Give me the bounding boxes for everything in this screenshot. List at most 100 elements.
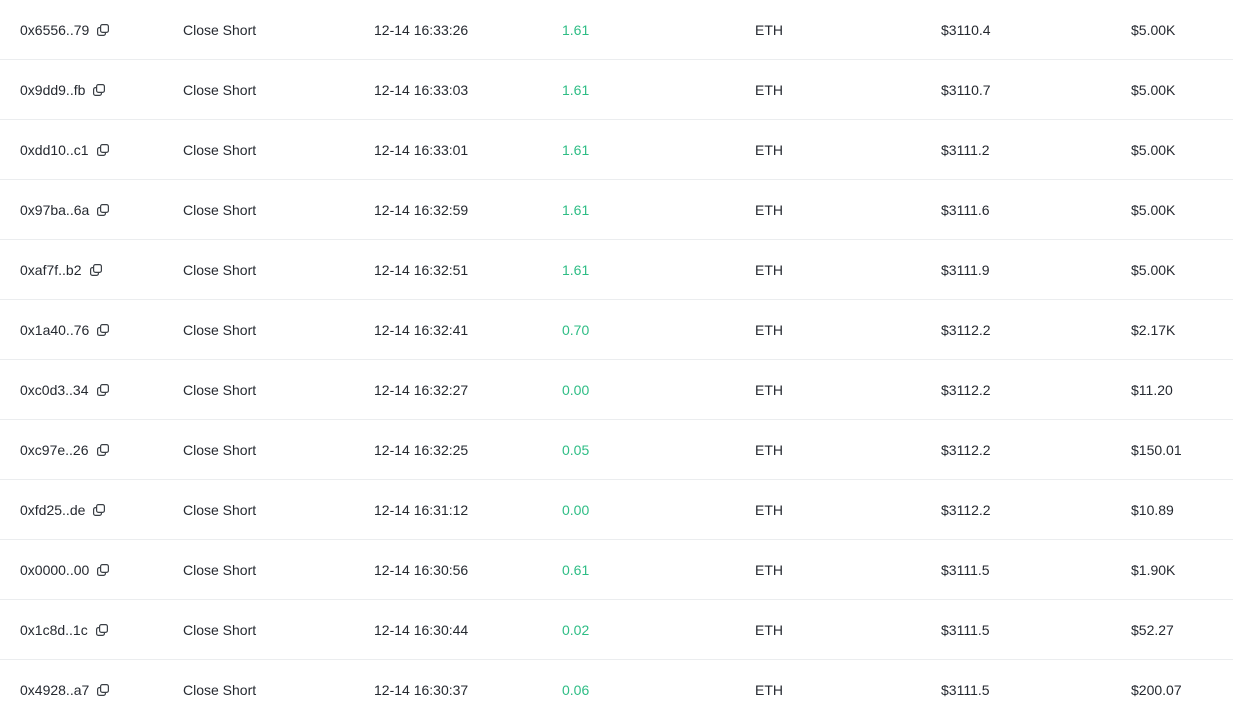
value-cell: $2.17K: [1131, 321, 1176, 338]
tx-hash-cell: 0x1c8d..1c: [0, 622, 163, 638]
tx-hash-cell: 0x97ba..6a: [0, 202, 163, 218]
size-cell: 0.05: [562, 441, 590, 458]
asset-cell: ETH: [755, 381, 783, 398]
time-cell: 12-14 16:30:56: [374, 561, 469, 578]
table-row: 0x1a40..76 Close Short 12-14 16:32:41 0.…: [0, 300, 1233, 360]
copy-icon[interactable]: [96, 443, 110, 457]
price-cell: $3111.5: [941, 681, 990, 698]
time-cell: 12-14 16:30:44: [374, 621, 469, 638]
value-cell: $5.00K: [1131, 21, 1176, 38]
asset-cell: ETH: [755, 621, 783, 638]
size-cell: 0.02: [562, 621, 590, 638]
tx-hash-link[interactable]: 0x9dd9..fb: [20, 81, 86, 98]
copy-icon[interactable]: [96, 683, 110, 697]
value-cell: $150.01: [1131, 441, 1182, 458]
action-cell: Close Short: [183, 621, 257, 638]
copy-icon[interactable]: [96, 323, 110, 337]
asset-cell: ETH: [755, 441, 783, 458]
copy-icon[interactable]: [92, 503, 106, 517]
time-cell: 12-14 16:30:37: [374, 681, 469, 698]
size-cell: 1.61: [562, 201, 590, 218]
tx-hash-link[interactable]: 0xc0d3..34: [20, 381, 89, 398]
price-cell: $3112.2: [941, 441, 991, 458]
price-cell: $3110.7: [941, 81, 991, 98]
price-cell: $3111.2: [941, 141, 990, 158]
asset-cell: ETH: [755, 21, 783, 38]
asset-cell: ETH: [755, 501, 783, 518]
size-cell: 0.00: [562, 501, 590, 518]
tx-hash-cell: 0x6556..79: [0, 22, 163, 38]
copy-icon[interactable]: [92, 83, 106, 97]
size-cell: 1.61: [562, 141, 590, 158]
tx-hash-link[interactable]: 0xfd25..de: [20, 501, 86, 518]
size-cell: 1.61: [562, 21, 590, 38]
value-cell: $5.00K: [1131, 81, 1176, 98]
action-cell: Close Short: [183, 561, 257, 578]
table-row: 0xfd25..de Close Short 12-14 16:31:12 0.…: [0, 480, 1233, 540]
size-cell: 0.00: [562, 381, 590, 398]
tx-hash-link[interactable]: 0x1c8d..1c: [20, 621, 88, 638]
tx-hash-cell: 0xdd10..c1: [0, 142, 163, 158]
copy-icon[interactable]: [95, 623, 109, 637]
action-cell: Close Short: [183, 501, 257, 518]
time-cell: 12-14 16:32:25: [374, 441, 469, 458]
asset-cell: ETH: [755, 141, 783, 158]
table-row: 0x1c8d..1c Close Short 12-14 16:30:44 0.…: [0, 600, 1233, 660]
price-cell: $3111.5: [941, 621, 990, 638]
asset-cell: ETH: [755, 561, 783, 578]
tx-hash-link[interactable]: 0x97ba..6a: [20, 201, 90, 218]
tx-hash-link[interactable]: 0x4928..a7: [20, 681, 90, 698]
table-row: 0xc0d3..34 Close Short 12-14 16:32:27 0.…: [0, 360, 1233, 420]
price-cell: $3111.5: [941, 561, 990, 578]
copy-icon[interactable]: [96, 203, 110, 217]
time-cell: 12-14 16:32:59: [374, 201, 469, 218]
tx-hash-link[interactable]: 0xc97e..26: [20, 441, 89, 458]
tx-hash-link[interactable]: 0x1a40..76: [20, 321, 90, 338]
price-cell: $3112.2: [941, 321, 991, 338]
value-cell: $10.89: [1131, 501, 1174, 518]
table-row: 0x9dd9..fb Close Short 12-14 16:33:03 1.…: [0, 60, 1233, 120]
copy-icon[interactable]: [96, 143, 110, 157]
table-row: 0x0000..00 Close Short 12-14 16:30:56 0.…: [0, 540, 1233, 600]
tx-hash-cell: 0xc97e..26: [0, 442, 163, 458]
copy-icon[interactable]: [96, 383, 110, 397]
copy-icon[interactable]: [96, 23, 110, 37]
copy-icon[interactable]: [96, 563, 110, 577]
action-cell: Close Short: [183, 381, 257, 398]
price-cell: $3112.2: [941, 381, 991, 398]
time-cell: 12-14 16:33:26: [374, 21, 469, 38]
action-cell: Close Short: [183, 261, 257, 278]
tx-hash-cell: 0xaf7f..b2: [0, 262, 163, 278]
action-cell: Close Short: [183, 681, 257, 698]
tx-hash-link[interactable]: 0x0000..00: [20, 561, 90, 578]
size-cell: 1.61: [562, 81, 590, 98]
tx-hash-cell: 0xfd25..de: [0, 502, 163, 518]
size-cell: 0.06: [562, 681, 590, 698]
time-cell: 12-14 16:32:27: [374, 381, 469, 398]
size-cell: 0.61: [562, 561, 590, 578]
tx-hash-cell: 0x1a40..76: [0, 322, 163, 338]
price-cell: $3111.9: [941, 261, 990, 278]
asset-cell: ETH: [755, 261, 783, 278]
tx-hash-cell: 0xc0d3..34: [0, 382, 163, 398]
action-cell: Close Short: [183, 141, 257, 158]
copy-icon[interactable]: [89, 263, 103, 277]
action-cell: Close Short: [183, 81, 257, 98]
value-cell: $11.20: [1131, 381, 1173, 398]
value-cell: $5.00K: [1131, 261, 1176, 278]
asset-cell: ETH: [755, 201, 783, 218]
asset-cell: ETH: [755, 321, 783, 338]
value-cell: $5.00K: [1131, 201, 1176, 218]
tx-hash-link[interactable]: 0xaf7f..b2: [20, 261, 82, 278]
size-cell: 1.61: [562, 261, 590, 278]
asset-cell: ETH: [755, 81, 783, 98]
value-cell: $5.00K: [1131, 141, 1176, 158]
price-cell: $3110.4: [941, 21, 991, 38]
action-cell: Close Short: [183, 201, 257, 218]
time-cell: 12-14 16:32:51: [374, 261, 469, 278]
time-cell: 12-14 16:33:03: [374, 81, 469, 98]
table-row: 0x4928..a7 Close Short 12-14 16:30:37 0.…: [0, 660, 1233, 716]
tx-hash-link[interactable]: 0xdd10..c1: [20, 141, 89, 158]
action-cell: Close Short: [183, 321, 257, 338]
tx-hash-link[interactable]: 0x6556..79: [20, 21, 90, 38]
